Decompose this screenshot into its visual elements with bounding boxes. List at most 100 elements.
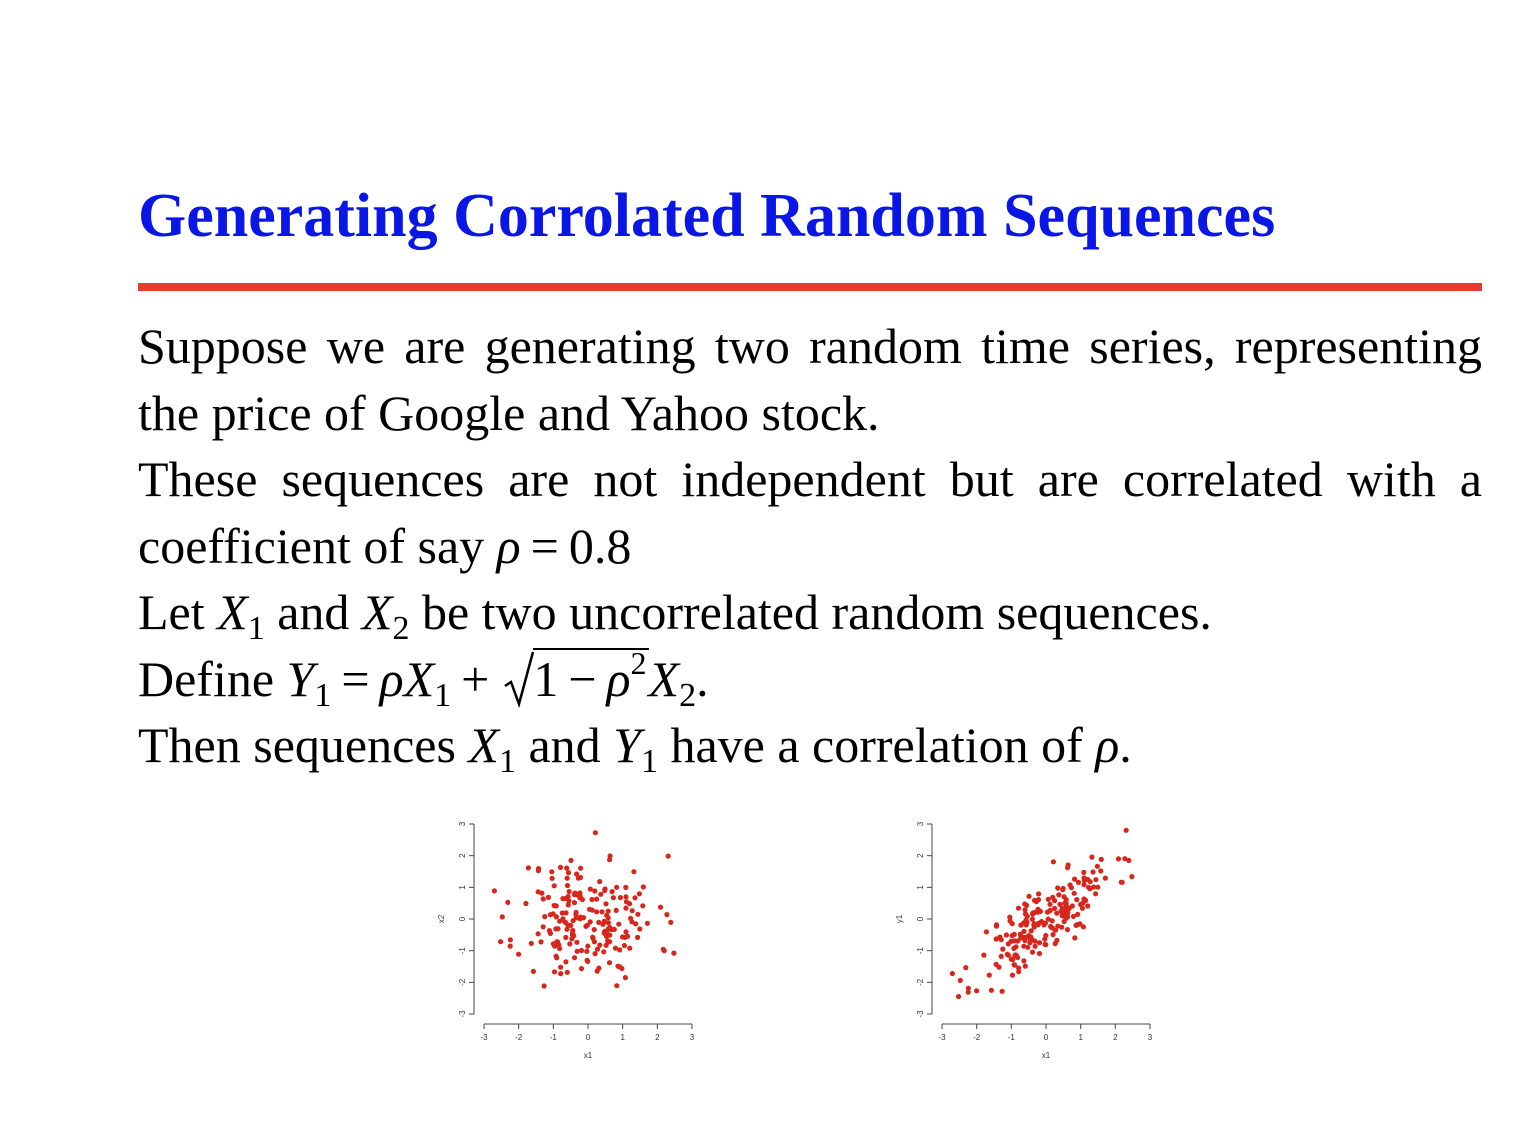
scatter-point — [1042, 941, 1048, 947]
scatter-point — [538, 939, 544, 945]
scatter-plot-correlated: -3 -2 -1 0 1 2 3 x1 -3 -2 -1 0 1 2 3 y1 — [872, 800, 1212, 1080]
scatter-point — [1021, 943, 1027, 949]
scatter-point — [1043, 932, 1049, 939]
scatter-point — [1031, 921, 1037, 927]
scatter-point — [569, 936, 575, 942]
scatter-point — [1044, 909, 1051, 915]
title-divider — [138, 283, 1482, 291]
y-tick-label: -1 — [458, 947, 467, 955]
scatter-point — [1011, 931, 1017, 937]
scatter-point — [1000, 946, 1006, 952]
scatter-point — [613, 907, 619, 913]
scatter-point — [555, 926, 561, 932]
scatter-point — [597, 942, 603, 948]
x-tick-label: 1 — [620, 1033, 625, 1042]
scatter-point — [1036, 891, 1042, 897]
scatter-point — [623, 899, 629, 905]
scatter-point — [1086, 884, 1092, 890]
scatter-point — [974, 988, 980, 994]
scatter-point — [614, 884, 620, 890]
scatter-point — [578, 947, 585, 954]
scatter-point — [1058, 908, 1064, 914]
scatter-point — [560, 917, 566, 923]
scatter-point — [644, 920, 650, 926]
scatter-point — [601, 949, 607, 955]
scatter-point — [565, 893, 571, 900]
x-tick-label: -1 — [1008, 1033, 1016, 1042]
y-tick-label: -3 — [916, 1010, 925, 1018]
scatter-point — [499, 914, 505, 920]
scatter-point — [637, 926, 643, 932]
scatter-point — [612, 945, 619, 951]
scatter-point — [640, 903, 646, 909]
scatter-point — [1085, 903, 1091, 909]
scatter-point — [1115, 856, 1122, 862]
scatter-svg: -3 -2 -1 0 1 2 3 x1 -3 -2 -1 0 1 2 3 x2 — [437, 821, 695, 1060]
scatter-point — [1102, 875, 1108, 881]
scatter-point — [553, 953, 559, 959]
scatter-point — [580, 915, 587, 921]
scatter-point — [523, 900, 529, 907]
scatter-point — [553, 914, 559, 920]
scatter-point — [1119, 879, 1125, 885]
scatter-point — [1022, 937, 1028, 944]
scatter-point — [606, 960, 613, 966]
scatter-point — [559, 910, 565, 916]
scatter-point — [622, 975, 628, 981]
scatter-point — [623, 884, 629, 890]
scatter-point — [1052, 941, 1058, 947]
scatter-point — [1055, 885, 1061, 891]
scatter-point — [602, 887, 608, 894]
scatter-point — [1061, 894, 1067, 900]
scatter-point — [1050, 932, 1056, 938]
scatter-point — [596, 919, 602, 925]
scatter-point — [551, 969, 558, 975]
x-tick-label: 3 — [690, 1033, 695, 1042]
scatter-point — [1022, 963, 1028, 969]
y-tick-label: 3 — [916, 821, 925, 826]
scatter-point — [542, 914, 548, 920]
scatter-point — [599, 909, 605, 915]
scatter-point — [568, 857, 574, 863]
formula: Y1 = ρX1 +1− ρ2X2 — [286, 644, 697, 714]
x-tick-label: -3 — [938, 1033, 946, 1042]
scatter-point — [547, 912, 553, 918]
scatter-point — [1018, 935, 1024, 941]
scatter-point — [603, 942, 609, 948]
scatter-point — [1081, 869, 1087, 875]
scatter-point — [1065, 862, 1071, 868]
y-tick-label: 3 — [458, 821, 467, 826]
scatter-point — [1060, 887, 1066, 893]
rho-symbol: ρ — [1095, 717, 1120, 773]
x-axis-title: x1 — [584, 1051, 593, 1060]
scatter-point — [1015, 905, 1022, 911]
scatter-point — [516, 951, 522, 957]
scatter-plot-uncorrelated: -3 -2 -1 0 1 2 3 x1 -3 -2 -1 0 1 2 3 x2 — [414, 800, 754, 1080]
scatter-point — [591, 939, 597, 945]
scatter-point — [1012, 952, 1018, 959]
scatter-point — [564, 882, 571, 889]
scatter-point — [1021, 928, 1027, 934]
scatter-point — [625, 933, 631, 939]
scatter-point — [1091, 884, 1097, 890]
scatter-point — [1083, 897, 1089, 903]
scatter-point — [579, 896, 585, 903]
scatter-point — [558, 971, 564, 977]
uncorrelated-text: be two uncorrelated random sequences. — [409, 584, 1212, 640]
scatter-point — [1029, 949, 1036, 955]
scatter-point — [957, 977, 963, 983]
scatter-point — [551, 883, 557, 889]
scatter-point — [1122, 856, 1128, 862]
scatter-point — [553, 903, 559, 909]
scatter-point — [577, 890, 583, 896]
scatter-point — [578, 966, 585, 972]
y-axis-title: x2 — [437, 914, 446, 923]
scatter-point — [549, 875, 555, 881]
scatter-point — [1007, 914, 1013, 920]
scatter-point — [1093, 877, 1099, 883]
scatter-point — [1029, 916, 1035, 922]
scatter-point — [617, 895, 623, 901]
scatter-point — [631, 869, 637, 875]
scatter-point — [568, 922, 574, 929]
scatter-point — [1080, 924, 1086, 930]
